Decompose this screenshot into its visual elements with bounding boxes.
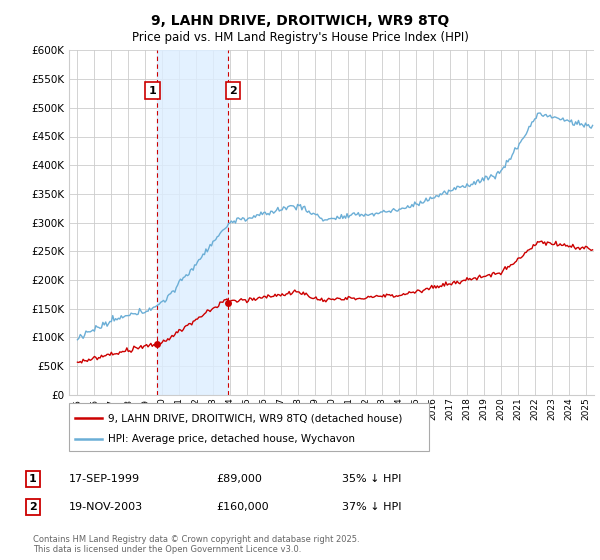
Text: Contains HM Land Registry data © Crown copyright and database right 2025.
This d: Contains HM Land Registry data © Crown c… [33,535,359,554]
Text: 35% ↓ HPI: 35% ↓ HPI [342,474,401,484]
Bar [157,50,228,395]
Text: 1: 1 [148,86,156,96]
Text: £160,000: £160,000 [216,502,269,512]
Text: 9, LAHN DRIVE, DROITWICH, WR9 8TQ: 9, LAHN DRIVE, DROITWICH, WR9 8TQ [151,14,449,28]
Text: 17-SEP-1999: 17-SEP-1999 [69,474,140,484]
Text: 1: 1 [29,474,37,484]
Text: 37% ↓ HPI: 37% ↓ HPI [342,502,401,512]
Text: 9, LAHN DRIVE, DROITWICH, WR9 8TQ (detached house): 9, LAHN DRIVE, DROITWICH, WR9 8TQ (detac… [108,413,403,423]
Text: 2: 2 [229,86,237,96]
Text: £89,000: £89,000 [216,474,262,484]
Text: 2: 2 [29,502,37,512]
Text: Price paid vs. HM Land Registry's House Price Index (HPI): Price paid vs. HM Land Registry's House … [131,31,469,44]
Text: 19-NOV-2003: 19-NOV-2003 [69,502,143,512]
Text: HPI: Average price, detached house, Wychavon: HPI: Average price, detached house, Wych… [108,434,355,444]
